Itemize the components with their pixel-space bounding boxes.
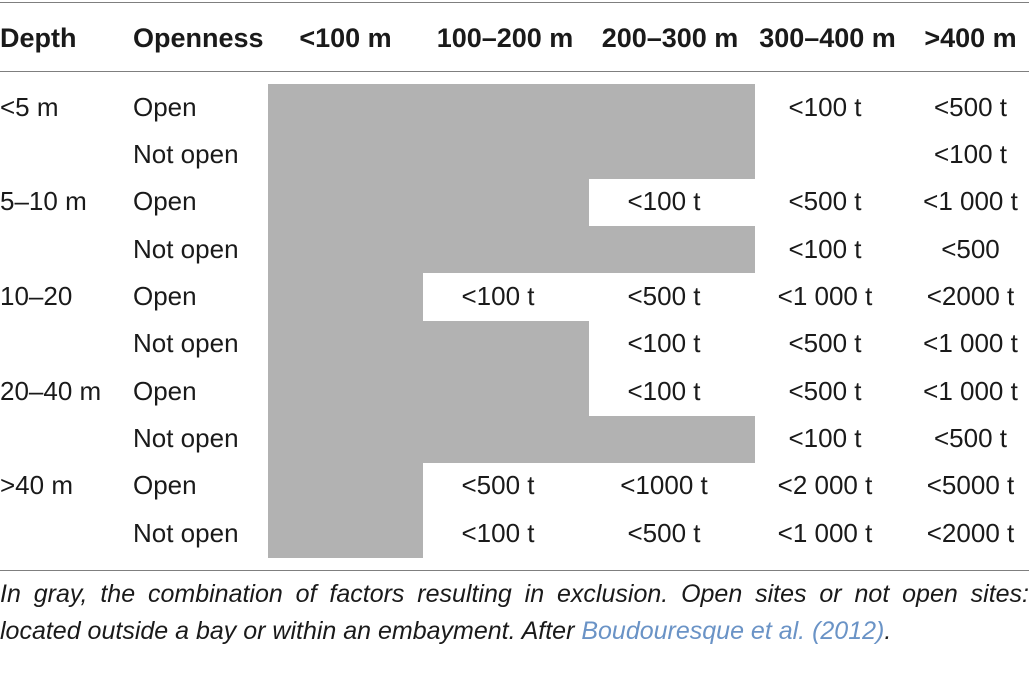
cell-openness: Not open xyxy=(133,518,239,548)
cell-300-400m: <1 000 t xyxy=(777,281,873,311)
cell-200-300m: <100 t xyxy=(627,186,701,216)
header-openness: Openness xyxy=(133,23,264,53)
cell-200-300m: <100 t xyxy=(627,328,701,358)
cell-depth: >40 m xyxy=(0,470,73,500)
cell-300-400m: <1 000 t xyxy=(777,518,873,548)
cell-300-400m: <100 t xyxy=(788,423,862,453)
table-bottom-rule xyxy=(0,570,1029,571)
table-top-rule xyxy=(0,2,1029,3)
cell-100-200m: <100 t xyxy=(461,518,535,548)
cell-gt400m: <5000 t xyxy=(926,470,1015,500)
header-rule xyxy=(0,71,1029,72)
header-200-300m: 200–300 m xyxy=(601,23,739,53)
exclusion-block-10-20-open xyxy=(268,273,423,321)
cell-gt400m: <2000 t xyxy=(926,518,1015,548)
cell-openness: Open xyxy=(133,470,197,500)
cell-openness: Not open xyxy=(133,234,239,264)
cell-openness: Open xyxy=(133,281,197,311)
exclusion-block-5-10m-not-open xyxy=(268,226,755,273)
cell-100-200m: <100 t xyxy=(461,281,535,311)
cell-openness: Not open xyxy=(133,423,239,453)
cell-depth: 10–20 xyxy=(0,281,73,311)
cell-depth: 5–10 m xyxy=(0,186,87,216)
cell-200-300m: <500 t xyxy=(627,281,701,311)
exclusion-block-lt5m xyxy=(268,84,755,179)
exclusion-block-20-40m-not-open xyxy=(268,416,755,463)
cell-200-300m: <500 t xyxy=(627,518,701,548)
cell-gt400m: <1 000 t xyxy=(923,186,1018,216)
header-lt100m: <100 m xyxy=(299,23,392,53)
cell-gt400m: <500 t xyxy=(933,92,1007,122)
exclusion-block-10-40-mixed xyxy=(268,321,589,416)
cell-depth: 20–40 m xyxy=(0,376,102,406)
cell-300-400m: <500 t xyxy=(788,328,862,358)
cell-gt400m: <100 t xyxy=(933,139,1007,169)
header-gt400m: >400 m xyxy=(924,23,1017,53)
cell-200-300m: <100 t xyxy=(627,376,701,406)
header-100-200m: 100–200 m xyxy=(436,23,574,53)
header-300-400m: 300–400 m xyxy=(759,23,896,53)
exclusion-block-5-10m-open xyxy=(268,179,589,226)
cell-openness: Open xyxy=(133,92,197,122)
footnote-text: In gray, the combination of factors resu… xyxy=(0,580,1029,645)
cell-openness: Not open xyxy=(133,139,239,169)
header-depth: Depth xyxy=(0,23,77,53)
citation-link[interactable]: Boudouresque et al. (2012) xyxy=(581,617,885,645)
footnote-end: . xyxy=(884,617,892,645)
cell-100-200m: <500 t xyxy=(461,470,535,500)
cell-300-400m: <500 t xyxy=(788,186,862,216)
cell-openness: Open xyxy=(133,376,197,406)
table-footnote: In gray, the combination of factors resu… xyxy=(0,576,1029,650)
cell-300-400m: <500 t xyxy=(788,376,862,406)
cell-gt400m: <500 t xyxy=(933,423,1007,453)
cell-300-400m: <100 t xyxy=(788,92,862,122)
cell-300-400m: <100 t xyxy=(788,234,862,264)
cell-openness: Open xyxy=(133,186,197,216)
cell-300-400m: <2 000 t xyxy=(777,470,873,500)
cell-openness: Not open xyxy=(133,328,239,358)
cell-depth: <5 m xyxy=(0,92,59,122)
cell-gt400m: <500 xyxy=(941,234,1000,264)
exclusion-block-gt40m xyxy=(268,463,423,558)
cell-gt400m: <1 000 t xyxy=(923,328,1018,358)
cell-gt400m: <1 000 t xyxy=(923,376,1018,406)
cell-gt400m: <2000 t xyxy=(926,281,1015,311)
cell-200-300m: <1000 t xyxy=(620,470,708,500)
